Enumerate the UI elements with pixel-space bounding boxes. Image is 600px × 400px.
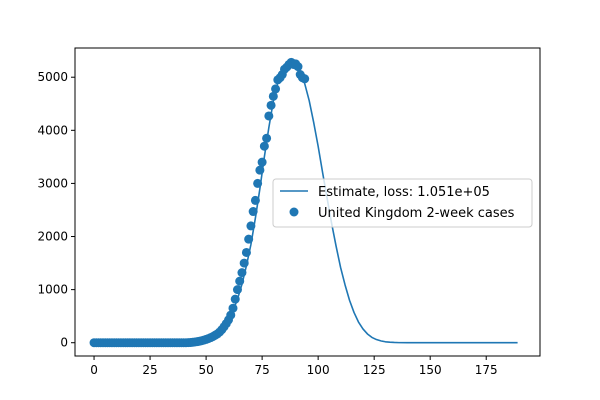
x-tick-label: 150: [419, 363, 442, 377]
x-tick-label: 75: [254, 363, 269, 377]
legend-label-uk-cases: United Kingdom 2-week cases: [318, 206, 515, 221]
uk-cases-point: [255, 165, 265, 175]
uk-cases-point: [259, 141, 269, 151]
y-tick-labels: 0 1000 2000 3000 4000 5000: [37, 70, 68, 350]
plot-area: [89, 57, 518, 348]
uk-cases-point: [271, 84, 281, 94]
legend-scatter-swatch: [289, 207, 299, 217]
y-tick-label: 2000: [37, 230, 68, 244]
uk-cases-point: [300, 74, 310, 84]
x-tick-label: 0: [90, 363, 98, 377]
uk-cases-point: [257, 157, 267, 167]
uk-cases-point: [226, 310, 236, 320]
x-tick-marks: [93, 356, 487, 360]
axes-frame: [74, 47, 541, 357]
uk-cases-point: [253, 178, 263, 188]
uk-cases-point: [264, 111, 274, 121]
legend-box: [272, 178, 533, 228]
uk-cases-point: [239, 258, 249, 268]
y-tick-label: 3000: [37, 176, 68, 190]
uk-cases-point: [246, 221, 256, 231]
uk-cases-point: [248, 207, 258, 217]
uk-cases-point: [237, 268, 247, 278]
legend-label-estimate: Estimate, loss: 1.051e+05: [318, 185, 490, 200]
uk-cases-points: [89, 57, 310, 348]
uk-cases-point: [262, 133, 272, 143]
uk-cases-point: [250, 195, 260, 205]
uk-cases-point: [241, 247, 251, 257]
uk-cases-point: [230, 294, 240, 304]
x-tick-label: 50: [198, 363, 213, 377]
uk-cases-point: [228, 303, 238, 313]
x-tick-label: 25: [142, 363, 157, 377]
x-tick-label: 175: [475, 363, 498, 377]
legend: Estimate, loss: 1.051e+05 United Kingdom…: [272, 178, 533, 228]
y-tick-marks: [71, 76, 75, 344]
y-tick-label: 5000: [37, 70, 68, 84]
uk-cases-point: [266, 100, 276, 110]
uk-cases-point: [232, 285, 242, 295]
uk-cases-point: [244, 234, 254, 244]
uk-cases-point: [268, 91, 278, 101]
uk-cases-point: [293, 62, 303, 72]
y-tick-label: 0: [60, 336, 68, 350]
y-tick-label: 4000: [37, 123, 68, 137]
x-tick-labels: 0 25 50 75 100 125 150 175: [90, 363, 497, 377]
x-tick-label: 100: [307, 363, 330, 377]
x-tick-label: 125: [363, 363, 386, 377]
y-tick-label: 1000: [37, 283, 68, 297]
uk-cases-point: [235, 276, 245, 286]
